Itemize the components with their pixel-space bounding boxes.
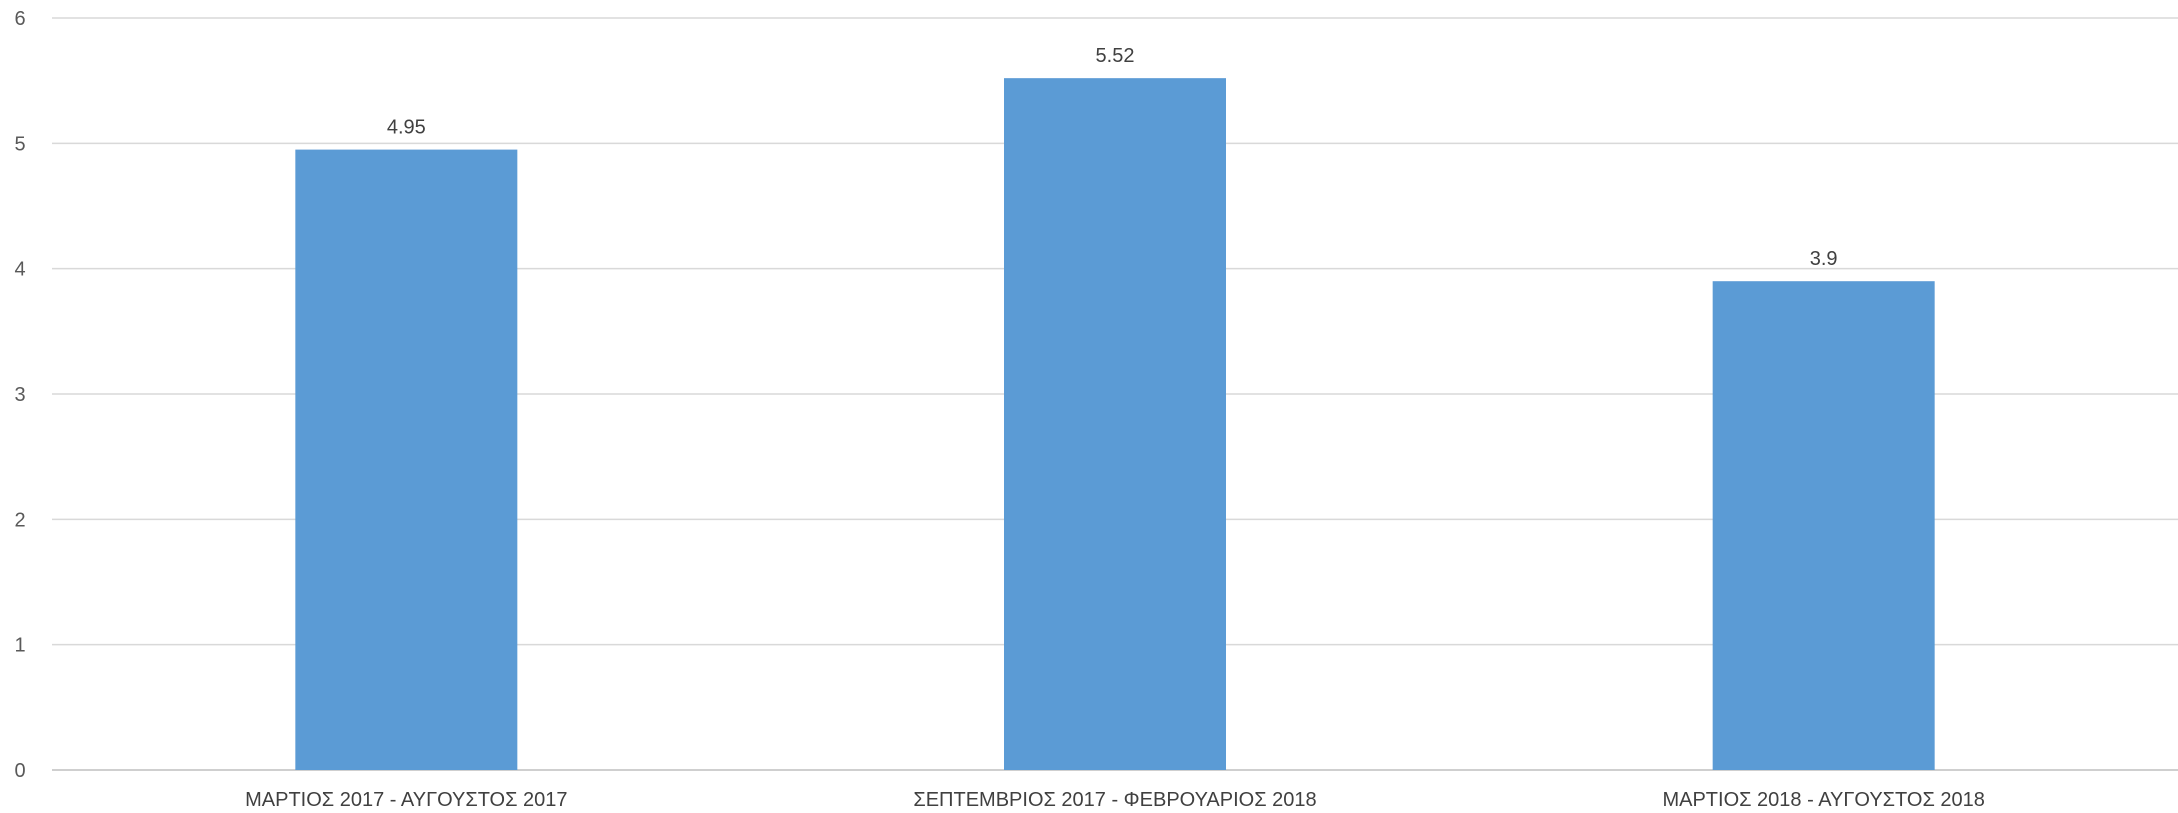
y-tick-label: 6	[14, 8, 25, 30]
y-tick-label: 5	[14, 133, 25, 155]
bar-2	[1004, 78, 1226, 770]
y-tick-label: 4	[14, 259, 25, 281]
data-label-2: 5.52	[1096, 45, 1135, 67]
category-label-3: ΜΑΡΤΙΟΣ 2018 - ΑΥΓΟΥΣΤΟΣ 2018	[1662, 789, 1984, 811]
y-axis-ticks: 0 1 2 3 4 5 6	[14, 8, 25, 782]
category-label-1: ΜΑΡΤΙΟΣ 2017 - ΑΥΓΟΥΣΤΟΣ 2017	[245, 789, 567, 811]
y-tick-label: 3	[14, 384, 25, 406]
data-label-1: 4.95	[387, 117, 426, 139]
category-label-2: ΣΕΠΤΕΜΒΡΙΟΣ 2017 - ΦΕΒΡΟΥΑΡΙΟΣ 2018	[913, 789, 1316, 811]
y-tick-label: 0	[14, 760, 25, 782]
bar-3	[1712, 281, 1935, 770]
y-tick-label: 1	[14, 635, 25, 657]
bars	[295, 78, 1935, 771]
bar-1	[295, 149, 518, 771]
x-axis-categories: ΜΑΡΤΙΟΣ 2017 - ΑΥΓΟΥΣΤΟΣ 2017 ΣΕΠΤΕΜΒΡΙΟΣ…	[245, 789, 1985, 811]
data-labels: 4.95 5.52 3.9	[387, 45, 1838, 270]
data-label-3: 3.9	[1810, 248, 1838, 270]
y-tick-label: 2	[14, 509, 25, 531]
